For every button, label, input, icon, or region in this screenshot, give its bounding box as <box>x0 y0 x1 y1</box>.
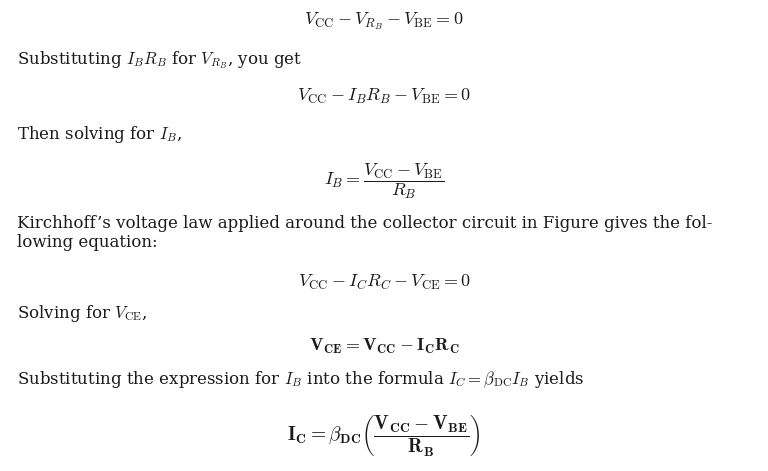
Text: $V_{\mathrm{CC}} - I_CR_C - V_{\mathrm{CE}} = 0$: $V_{\mathrm{CC}} - I_CR_C - V_{\mathrm{C… <box>298 273 470 292</box>
Text: Substituting the expression for $I_B$ into the formula $I_C = \beta_{\mathrm{DC}: Substituting the expression for $I_B$ in… <box>17 369 584 390</box>
Text: Then solving for $I_B$,: Then solving for $I_B$, <box>17 124 182 145</box>
Text: $V_{\mathrm{CC}} - V_{R_B} - V_{\mathrm{BE}} = 0$: $V_{\mathrm{CC}} - V_{R_B} - V_{\mathrm{… <box>304 10 464 32</box>
Text: Kirchhoff’s voltage law applied around the collector circuit in Figure gives the: Kirchhoff’s voltage law applied around t… <box>17 215 712 252</box>
Text: $\mathbf{I_C = \beta_{DC}\left(\dfrac{V_{CC} - V_{BE}}{R_B}\right)}$: $\mathbf{I_C = \beta_{DC}\left(\dfrac{V_… <box>287 413 481 458</box>
Text: $V_{\mathrm{CC}} - I_BR_B - V_{\mathrm{BE}} = 0$: $V_{\mathrm{CC}} - I_BR_B - V_{\mathrm{B… <box>297 87 471 106</box>
Text: $I_B = \dfrac{V_{\mathrm{CC}} - V_{\mathrm{BE}}}{R_B}$: $I_B = \dfrac{V_{\mathrm{CC}} - V_{\math… <box>324 162 444 201</box>
Text: Substituting $I_BR_B$ for $V_{R_B}$, you get: Substituting $I_BR_B$ for $V_{R_B}$, you… <box>17 49 302 71</box>
Text: $\mathbf{V_{CE} = V_{CC} - I_CR_C}$: $\mathbf{V_{CE} = V_{CC} - I_CR_C}$ <box>309 337 459 356</box>
Text: Solving for $V_{\mathrm{CE}}$,: Solving for $V_{\mathrm{CE}}$, <box>17 303 147 324</box>
